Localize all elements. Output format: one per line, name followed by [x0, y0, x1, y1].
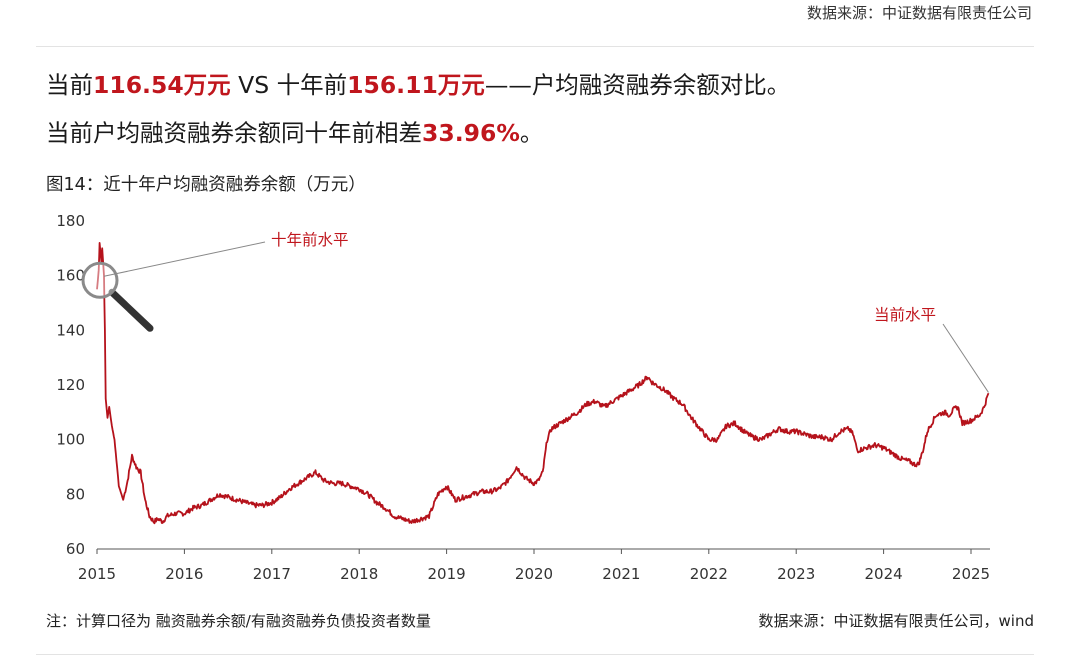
x-tick-label: 2015 — [78, 565, 116, 583]
bottom-divider — [36, 654, 1034, 655]
magnifier-handle — [108, 288, 154, 332]
y-tick-label: 140 — [56, 321, 85, 339]
x-tick-label: 2020 — [515, 565, 553, 583]
x-tick-label: 2024 — [865, 565, 903, 583]
series-line — [96, 242, 990, 525]
headline1-suffix: ——户均融资融券余额对比。 — [484, 71, 791, 99]
headline-difference: 当前户均融资融券余额同十年前相差33.96%。 — [46, 119, 544, 147]
x-tick-label: 2021 — [602, 565, 640, 583]
x-tick-label: 2016 — [165, 565, 203, 583]
y-tick-label: 160 — [56, 267, 85, 285]
line-chart: 60 80 100 120 140 160 180 2015 2016 2017 2018 2019… — [56, 212, 990, 583]
y-axis-ticks: 60 80 100 120 140 160 180 — [56, 212, 85, 558]
x-tick-label: 2023 — [777, 565, 815, 583]
y-tick-label: 60 — [66, 540, 85, 558]
y-tick-label: 180 — [56, 212, 85, 230]
footnote: 注：计算口径为 融资融券余额/有融资融券负债投资者数量 — [46, 612, 431, 630]
annotation-leader-current — [942, 323, 989, 393]
footer-data-source: 数据来源：中证数据有限责任公司，wind — [758, 612, 1034, 630]
x-tick-label: 2018 — [340, 565, 378, 583]
top-divider — [36, 46, 1034, 47]
figure-title: 图14：近十年户均融资融券余额（万元） — [46, 175, 366, 195]
series-group — [96, 242, 990, 525]
headline1-vs: VS 十年前 — [230, 71, 348, 99]
y-tick-label: 120 — [56, 376, 85, 394]
headline2-suffix: 。 — [519, 119, 544, 147]
x-tick-label: 2017 — [253, 565, 291, 583]
headline-comparison: 当前116.54万元 VS 十年前156.11万元——户均融资融券余额对比。 — [46, 71, 791, 99]
difference-percent: 33.96% — [422, 119, 520, 147]
y-tick-label: 100 — [56, 431, 85, 449]
top-data-source: 数据来源：中证数据有限责任公司 — [806, 4, 1032, 22]
x-tick-label: 2022 — [690, 565, 728, 583]
current-value: 116.54万元 — [93, 71, 231, 99]
x-axis: 2015 2016 2017 2018 2019 2020 2021 2022 2023 2024… — [78, 548, 990, 583]
annotation-leader-past — [103, 241, 266, 277]
y-tick-label: 80 — [66, 485, 85, 503]
x-tick-label: 2019 — [428, 565, 466, 583]
headline2-prefix: 当前户均融资融券余额同十年前相差 — [46, 119, 422, 147]
headline1-prefix: 当前 — [46, 71, 93, 99]
magnifier-icon — [81, 261, 119, 299]
annotation-current-level: 当前水平 — [874, 306, 936, 324]
past-value: 156.11万元 — [347, 71, 485, 99]
x-tick-label: 2025 — [952, 565, 990, 583]
annotation-past-level: 十年前水平 — [271, 231, 349, 249]
